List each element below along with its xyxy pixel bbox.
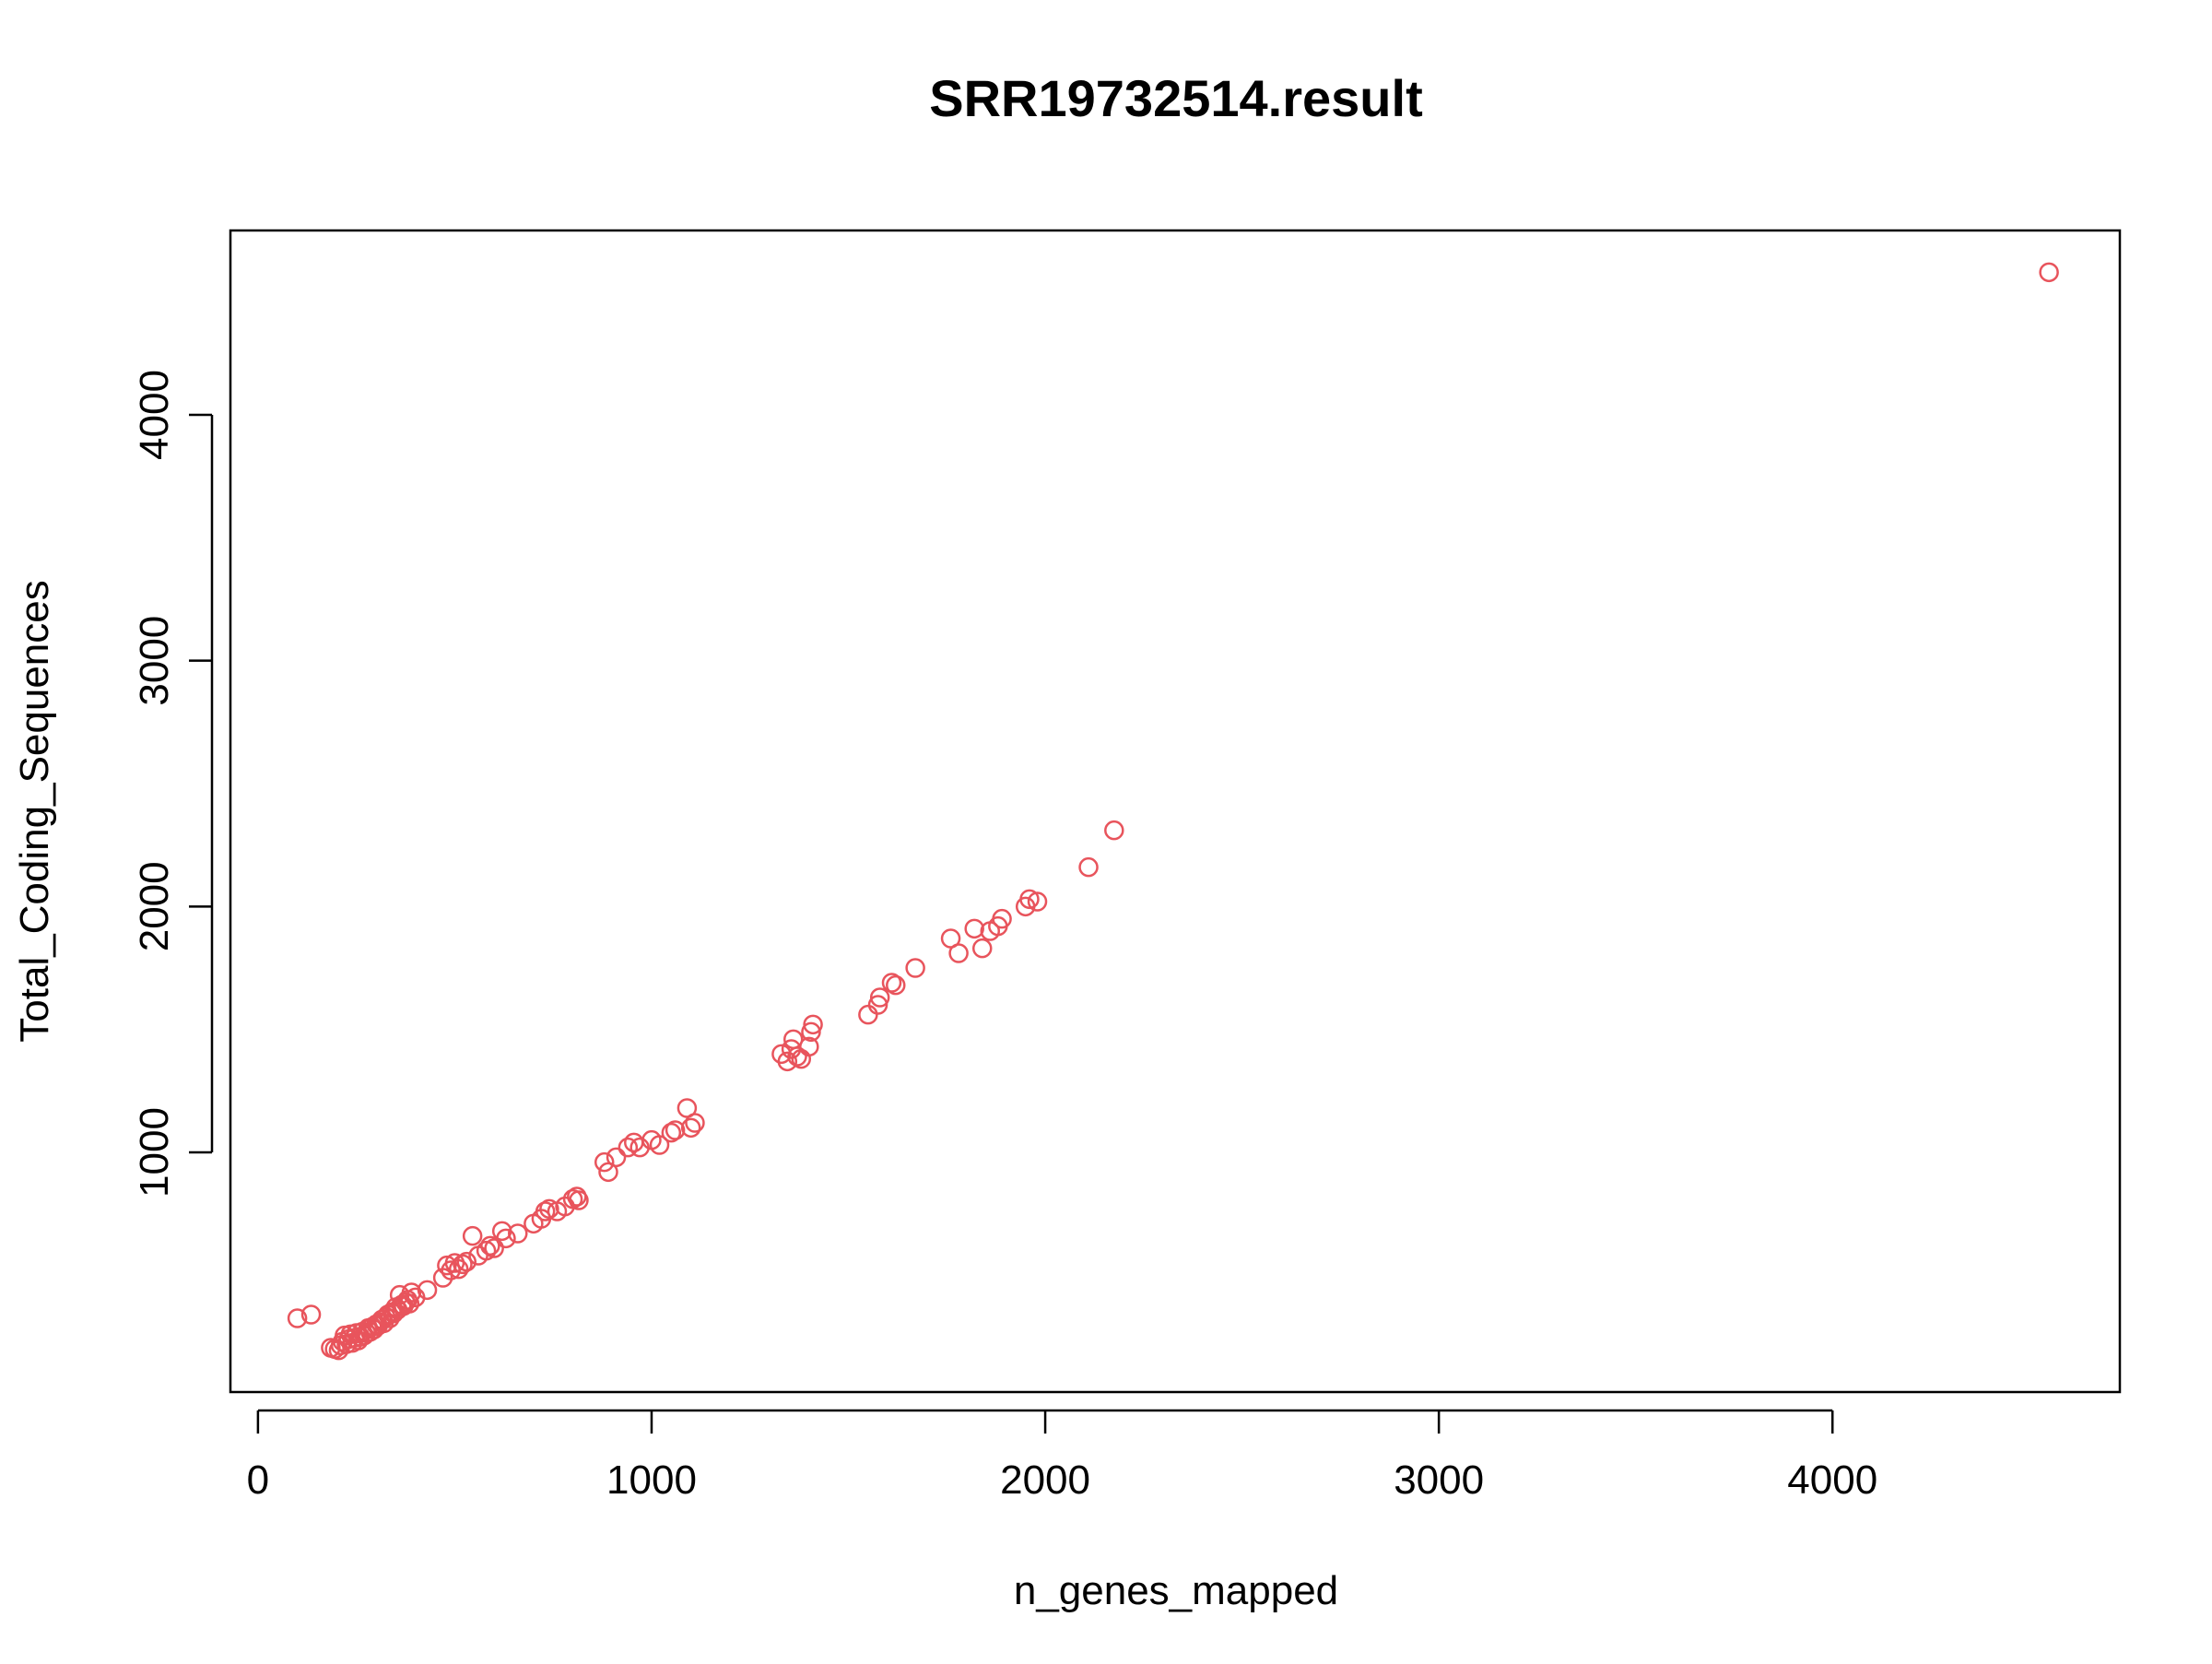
- data-point: [1078, 856, 1099, 878]
- data-point: [569, 1190, 589, 1210]
- data-point: [539, 1198, 559, 1220]
- y-axis-label: Total_Coding_Sequences: [12, 580, 57, 1043]
- data-point: [665, 1120, 686, 1140]
- data-point: [649, 1135, 670, 1155]
- data-point: [777, 1051, 798, 1072]
- data-point: [437, 1255, 457, 1276]
- data-point: [417, 1280, 438, 1301]
- x-axis: 0 1000 2000 3000 4000: [247, 1409, 1877, 1503]
- y-tick-label: 4000: [132, 370, 177, 460]
- x-axis-label: n_genes_mapped: [1014, 1568, 1338, 1613]
- chart-title: SRR19732514.result: [929, 69, 1422, 127]
- data-point: [801, 1021, 821, 1043]
- y-axis: 1000 2000 3000 4000: [132, 370, 214, 1198]
- data-point: [1019, 889, 1040, 910]
- y-tick-label: 2000: [132, 861, 177, 951]
- data-point: [401, 1282, 422, 1303]
- data-point: [287, 1308, 308, 1328]
- data-point: [508, 1223, 528, 1244]
- data-point: [680, 1117, 701, 1139]
- x-tick-label: 0: [247, 1457, 269, 1503]
- data-point: [867, 995, 888, 1015]
- data-points: [287, 262, 2059, 1361]
- data-point: [456, 1251, 477, 1272]
- data-point: [1027, 891, 1048, 912]
- data-point: [300, 1304, 322, 1325]
- data-point: [803, 1014, 823, 1035]
- x-tick-label: 2000: [1000, 1457, 1090, 1503]
- x-tick-label: 3000: [1394, 1457, 1484, 1503]
- data-point: [480, 1235, 500, 1257]
- x-tick-label: 4000: [1787, 1457, 1877, 1503]
- data-point: [618, 1137, 639, 1158]
- y-tick-label: 3000: [132, 616, 177, 706]
- data-point: [2039, 262, 2059, 283]
- data-point: [971, 938, 993, 959]
- data-point: [606, 1147, 627, 1168]
- y-tick-label: 1000: [132, 1107, 177, 1198]
- data-point: [948, 943, 969, 963]
- data-point: [881, 973, 902, 993]
- data-point: [496, 1228, 516, 1249]
- data-point: [992, 908, 1012, 929]
- data-point: [1104, 820, 1124, 841]
- data-point: [535, 1201, 556, 1221]
- data-point: [886, 974, 906, 996]
- data-point: [594, 1151, 615, 1173]
- data-point: [476, 1240, 497, 1261]
- data-point: [799, 1036, 819, 1057]
- data-point: [858, 1004, 878, 1025]
- data-point: [661, 1122, 682, 1143]
- data-point: [462, 1225, 483, 1246]
- x-tick-label: 1000: [606, 1457, 697, 1503]
- data-point: [964, 918, 984, 939]
- data-point: [453, 1254, 473, 1275]
- data-point: [484, 1238, 504, 1258]
- data-point: [905, 958, 925, 978]
- plot-frame: [229, 229, 2122, 1394]
- data-point: [787, 1046, 807, 1067]
- data-point: [685, 1113, 705, 1133]
- data-point: [399, 1293, 420, 1314]
- data-point: [869, 987, 890, 1008]
